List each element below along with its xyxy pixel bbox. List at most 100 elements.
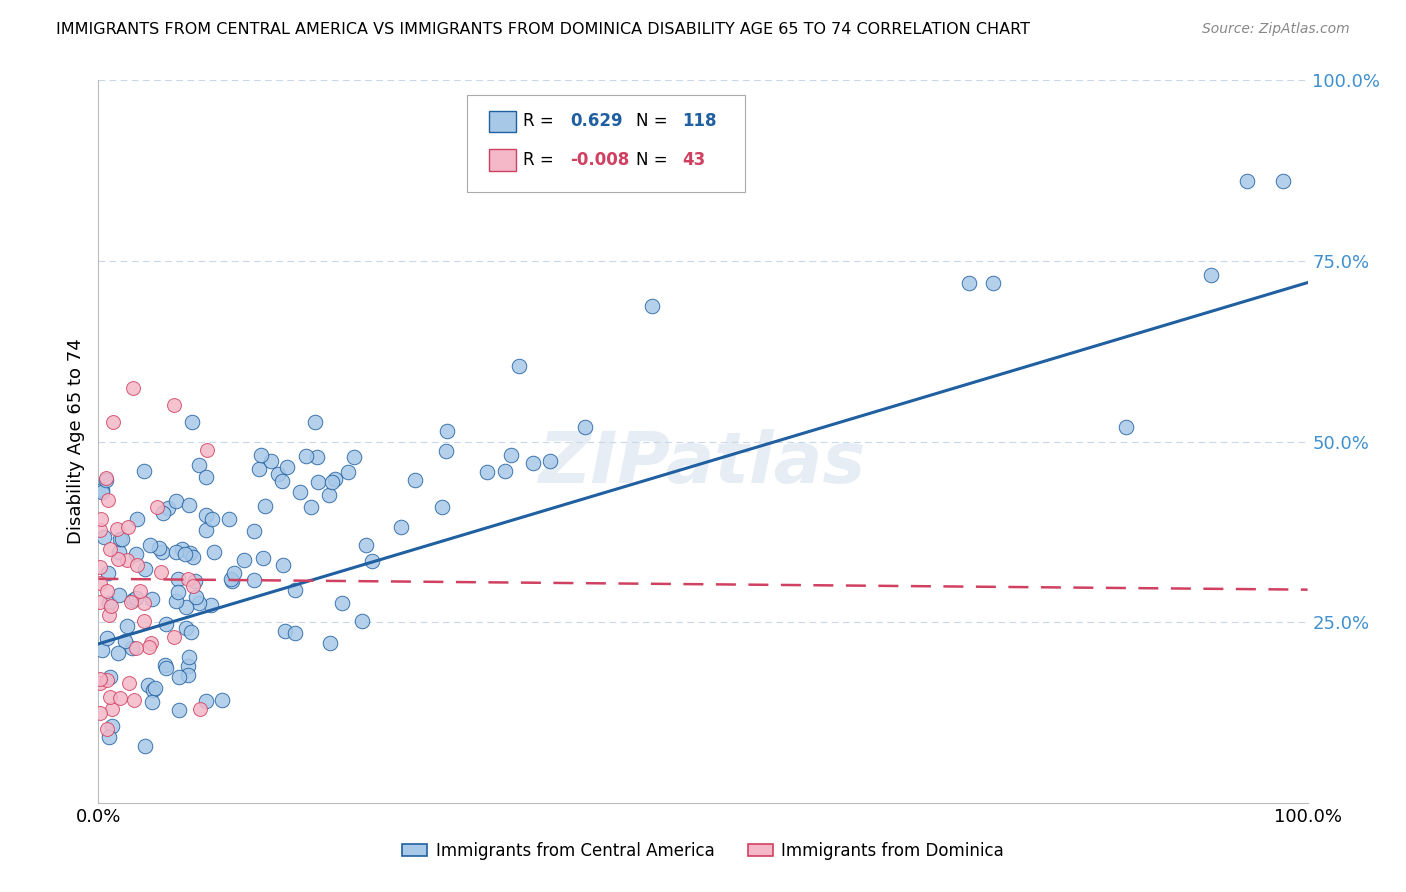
Point	[321, 475, 343, 490]
Point	[200, 512, 222, 526]
Point	[361, 553, 384, 567]
Point	[194, 508, 217, 522]
Point	[91, 483, 114, 497]
Point	[89, 523, 111, 537]
Point	[153, 658, 176, 673]
Text: R =: R =	[523, 112, 554, 130]
Point	[141, 695, 163, 709]
Point	[508, 359, 530, 373]
Point	[108, 690, 131, 705]
Point	[641, 300, 664, 314]
Point	[194, 523, 217, 537]
Point	[179, 546, 201, 560]
Text: IMMIGRANTS FROM CENTRAL AMERICA VS IMMIGRANTS FROM DOMINICA DISABILITY AGE 65 TO: IMMIGRANTS FROM CENTRAL AMERICA VS IMMIG…	[56, 22, 1031, 37]
Point	[132, 597, 155, 611]
Point	[152, 506, 174, 520]
Point	[97, 492, 120, 507]
Point	[89, 676, 111, 690]
Point	[200, 598, 222, 612]
Point	[177, 667, 200, 681]
Point	[267, 467, 290, 482]
Point	[1236, 174, 1258, 188]
Point	[148, 541, 170, 555]
Point	[96, 673, 118, 687]
Point	[981, 276, 1004, 290]
Point	[89, 575, 111, 590]
Point	[1199, 268, 1222, 283]
Point	[98, 670, 121, 684]
Point	[117, 618, 139, 632]
Point	[96, 722, 118, 736]
Point	[522, 456, 544, 470]
Point	[134, 739, 156, 753]
Point	[195, 470, 218, 484]
Point	[129, 584, 152, 599]
Point	[330, 596, 353, 610]
Text: -0.008: -0.008	[569, 151, 630, 169]
Point	[181, 549, 204, 564]
Point	[125, 640, 148, 655]
Point	[174, 621, 197, 635]
Point	[121, 381, 143, 395]
Point	[97, 566, 120, 581]
Point	[305, 450, 328, 464]
Point	[142, 682, 165, 697]
Point	[177, 650, 200, 665]
Point	[114, 634, 136, 648]
FancyBboxPatch shape	[489, 111, 516, 132]
Point	[108, 545, 131, 559]
Point	[276, 460, 298, 475]
Point	[150, 544, 173, 558]
Point	[167, 572, 190, 586]
Point	[138, 640, 160, 654]
Point	[139, 635, 162, 649]
Point	[430, 500, 453, 515]
Point	[165, 545, 187, 559]
Point	[173, 547, 195, 561]
Point	[89, 594, 111, 608]
Point	[188, 595, 211, 609]
Point	[274, 624, 297, 639]
Point	[299, 500, 322, 514]
Legend: Immigrants from Central America, Immigrants from Dominica: Immigrants from Central America, Immigra…	[395, 836, 1011, 867]
Point	[243, 574, 266, 588]
Point	[98, 596, 121, 610]
Point	[108, 532, 131, 546]
Point	[89, 560, 111, 574]
Point	[247, 461, 270, 475]
Point	[501, 448, 523, 462]
Text: R =: R =	[523, 151, 554, 169]
Point	[254, 499, 277, 513]
Point	[184, 574, 207, 588]
Point	[101, 702, 124, 716]
Point	[1115, 420, 1137, 434]
Point	[132, 464, 155, 478]
Point	[115, 553, 138, 567]
Text: N =: N =	[637, 112, 668, 130]
Point	[163, 630, 186, 644]
Point	[155, 616, 177, 631]
Text: 0.629: 0.629	[569, 112, 623, 130]
Point	[98, 541, 121, 556]
Text: ZIPatlas: ZIPatlas	[540, 429, 866, 498]
Point	[108, 588, 131, 602]
Point	[101, 415, 124, 429]
Y-axis label: Disability Age 65 to 74: Disability Age 65 to 74	[66, 339, 84, 544]
Point	[163, 398, 186, 412]
Point	[233, 553, 256, 567]
FancyBboxPatch shape	[467, 95, 745, 193]
Point	[172, 541, 194, 556]
Point	[98, 607, 121, 622]
Point	[136, 678, 159, 692]
Point	[166, 585, 188, 599]
Point	[304, 415, 326, 429]
Point	[389, 520, 412, 534]
Point	[107, 646, 129, 660]
Point	[100, 599, 122, 613]
Point	[98, 690, 121, 705]
Point	[93, 530, 115, 544]
Point	[337, 466, 360, 480]
Point	[167, 703, 190, 717]
Point	[177, 572, 200, 586]
Point	[181, 415, 204, 429]
